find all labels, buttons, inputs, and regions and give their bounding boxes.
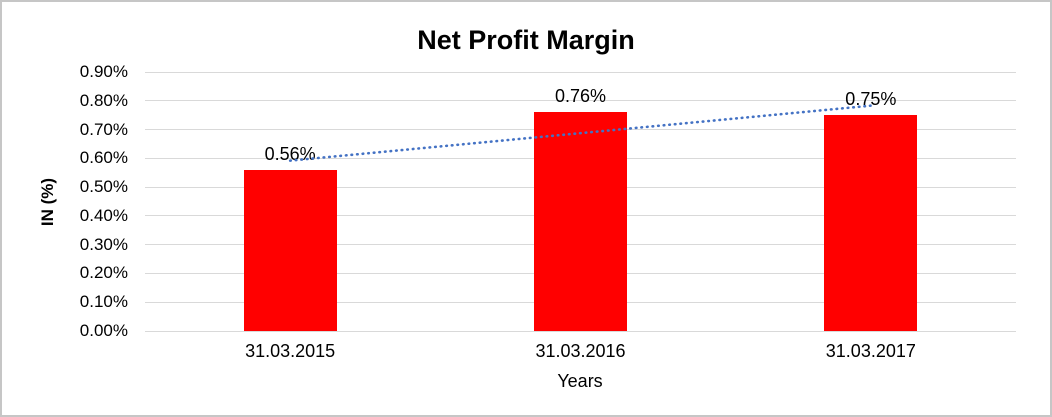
bar-31.03.2015 bbox=[243, 169, 337, 331]
plot-area: 0.56% 0.76% 0.75% bbox=[145, 71, 1016, 332]
y-tick-label: 0.30% bbox=[79, 234, 128, 254]
y-tick-label: 0.50% bbox=[79, 177, 128, 197]
y-tick-label: 0.60% bbox=[79, 148, 128, 168]
chart-title: Net Profit Margin bbox=[417, 25, 635, 55]
y-tick-label: 0.70% bbox=[79, 119, 128, 139]
x-axis: 31.03.2015 31.03.2016 31.03.2017 bbox=[145, 341, 1016, 365]
bar-value-label: 0.76% bbox=[554, 86, 607, 107]
x-category-label: 31.03.2016 bbox=[535, 341, 626, 361]
bar-value-label: 0.56% bbox=[264, 143, 316, 164]
bar-value-label: 0.75% bbox=[845, 89, 897, 110]
y-tick-label: 0.20% bbox=[79, 263, 128, 283]
y-tick-label: 0.00% bbox=[79, 321, 128, 340]
y-axis: 0.90% 0.80% 0.70% 0.60% 0.50% 0.40% 0.30% 0.20%… bbox=[2, 62, 128, 340]
y-tick-label: 0.10% bbox=[79, 292, 128, 312]
bar-31.03.2016 bbox=[534, 112, 627, 331]
x-category-label: 31.03.2017 bbox=[825, 341, 916, 361]
x-axis-title: Years bbox=[557, 371, 603, 391]
bar-31.03.2017 bbox=[824, 115, 918, 331]
gridline bbox=[145, 71, 1016, 73]
x-category-label: 31.03.2015 bbox=[245, 341, 336, 361]
y-tick-label: 0.80% bbox=[79, 90, 128, 110]
y-tick-label: 0.90% bbox=[79, 62, 128, 81]
y-tick-label: 0.40% bbox=[79, 205, 128, 225]
